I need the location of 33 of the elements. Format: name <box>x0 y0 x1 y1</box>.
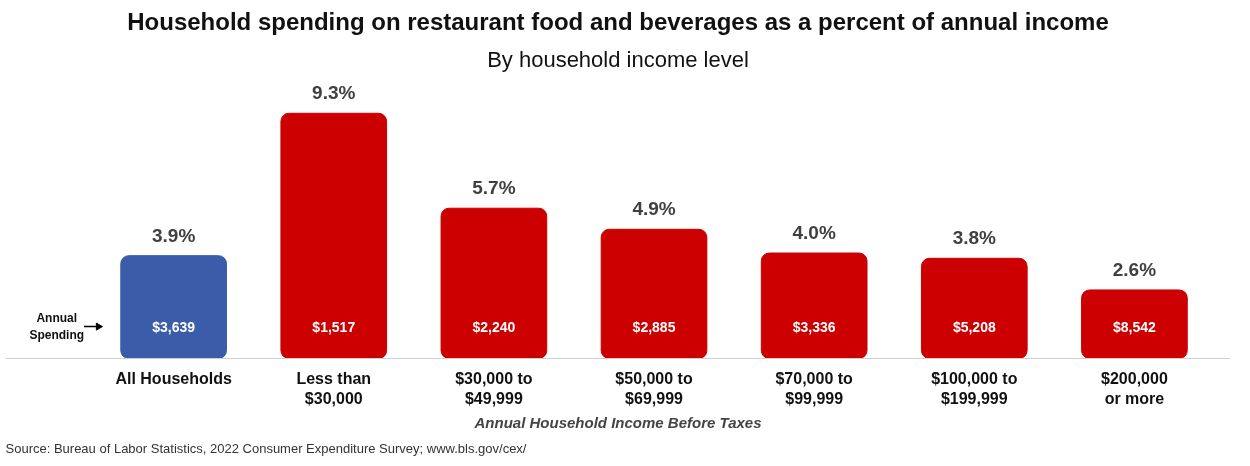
bar <box>760 252 868 359</box>
chart-subtitle: By household income level <box>487 46 749 72</box>
x-tick-label: $30,000 to $49,999 <box>455 369 533 407</box>
data-label: 3.8% <box>952 227 997 249</box>
chart-title: Household spending on restaurant food and beverages as a percent of annual income <box>127 7 1109 35</box>
data-label: 3.9% <box>151 224 196 246</box>
data-label: 5.7% <box>472 177 516 199</box>
bar <box>1081 289 1188 359</box>
annotation: $3,336 <box>792 318 836 335</box>
bar <box>440 207 548 359</box>
annotation: $1,517 <box>312 318 356 335</box>
data-label: 9.3% <box>312 82 356 104</box>
bar <box>600 228 708 359</box>
annotation: Annual Spending <box>29 311 85 343</box>
x-tick-label: $200,000 or more <box>1101 369 1168 407</box>
x-tick-label: $100,000 to $199,999 <box>931 369 1018 407</box>
bar <box>120 255 227 359</box>
x-tick-label: All Households <box>115 369 232 387</box>
annotation: $2,885 <box>632 318 676 335</box>
data-label: 2.6% <box>1112 258 1157 280</box>
data-label: 4.0% <box>792 222 836 244</box>
bar <box>920 257 1028 359</box>
annotation: $3,639 <box>152 318 196 335</box>
source-note: Source: Bureau of Labor Statistics, 2022 Consumer Expenditure Survey; www.bls.gov/cex/ <box>5 440 527 456</box>
annotation: $8,542 <box>1113 318 1157 335</box>
x-tick-label: $70,000 to $99,999 <box>775 369 854 407</box>
bar <box>280 112 388 359</box>
annotation: $5,208 <box>952 318 996 335</box>
x-tick-label: Less than $30,000 <box>296 369 372 407</box>
annotation: $2,240 <box>472 318 516 335</box>
data-label: 4.9% <box>632 198 676 220</box>
x-tick-label: $50,000 to $69,999 <box>615 369 693 407</box>
x-axis-title: Annual Household Income Before Taxes <box>473 413 762 431</box>
